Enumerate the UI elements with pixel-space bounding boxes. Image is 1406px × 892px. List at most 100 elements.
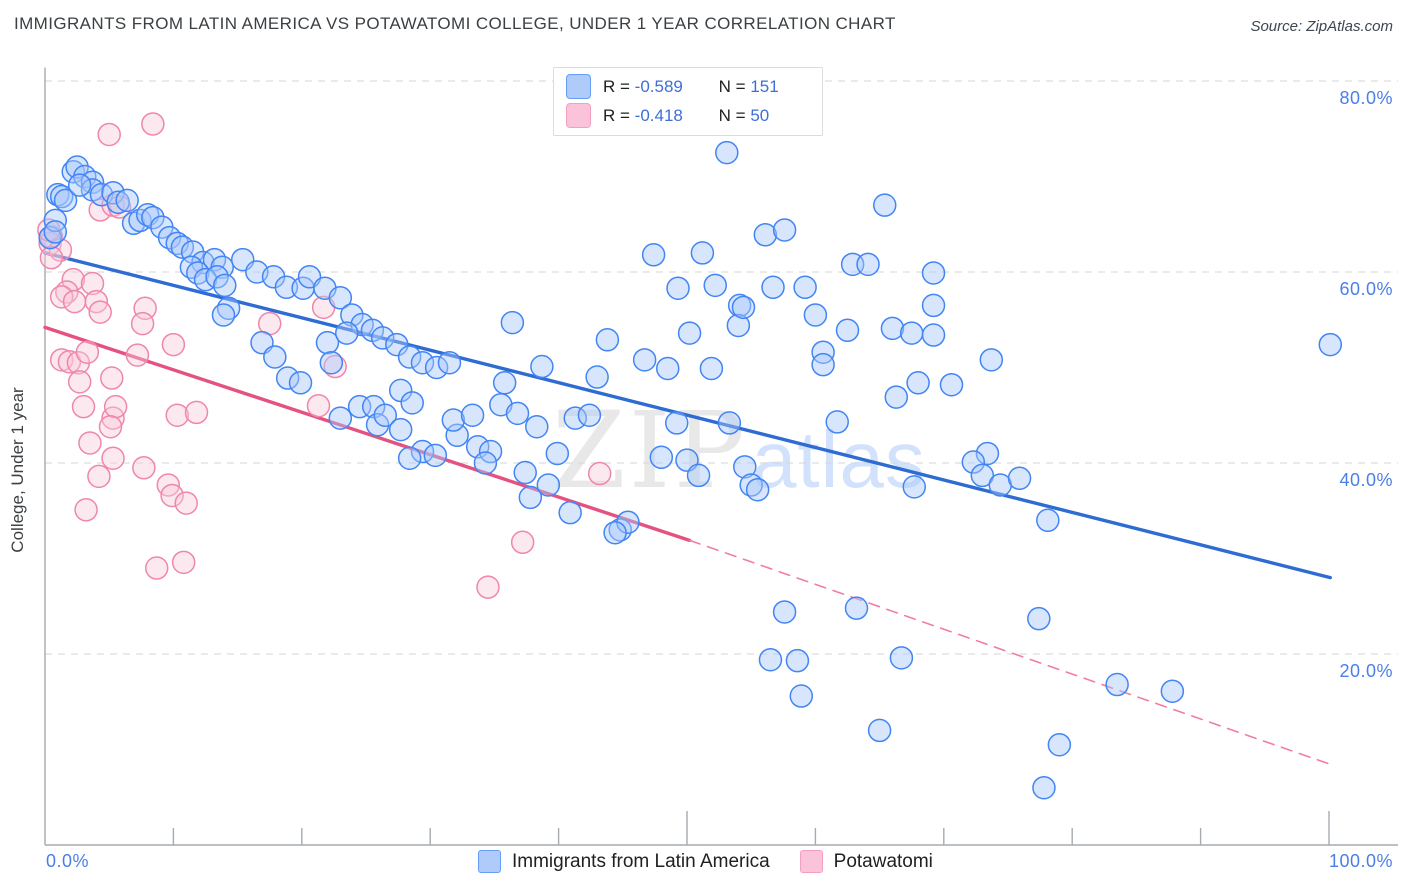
scatter-point-latin-america xyxy=(889,646,914,670)
scatter-point-latin-america xyxy=(424,355,449,380)
blue-legend-swatch xyxy=(478,850,501,873)
legend-item-potawatomi[interactable]: Potawatomi xyxy=(799,850,933,873)
scatter-point-potawatomi xyxy=(88,300,112,324)
legend-row-potawatomi[interactable]: R = -0.418 N = 50 xyxy=(566,103,810,128)
scatter-point-potawatomi xyxy=(74,498,98,522)
scatter-point-potawatomi xyxy=(49,285,74,309)
scatter-point-latin-america xyxy=(649,445,674,470)
scatter-point-potawatomi xyxy=(125,343,150,367)
scatter-point-potawatomi xyxy=(87,464,111,489)
scatter-point-potawatomi xyxy=(62,289,87,314)
scatter-point-latin-america xyxy=(902,475,927,499)
scatter-point-latin-america xyxy=(921,261,946,285)
scatter-point-potawatomi xyxy=(323,354,347,379)
scatter-point-latin-america xyxy=(835,318,860,343)
scatter-point-latin-america xyxy=(211,303,236,327)
scatter-point-latin-america xyxy=(899,321,924,345)
scatter-point-latin-america xyxy=(370,326,395,350)
pink-series-swatch xyxy=(566,103,591,128)
scatter-point-latin-america xyxy=(361,394,386,419)
scatter-point-latin-america xyxy=(699,356,724,381)
scatter-point-potawatomi xyxy=(165,403,190,427)
scatter-point-latin-america xyxy=(365,413,390,437)
scatter-point-potawatomi xyxy=(587,461,612,486)
scatter-point-latin-america xyxy=(505,401,530,426)
pink-trendline-dashed xyxy=(688,539,1333,766)
scatter-point-latin-america xyxy=(979,348,1004,372)
scatter-point-latin-america xyxy=(939,372,964,397)
scatter-point-latin-america xyxy=(410,350,435,375)
scatter-point-latin-america xyxy=(872,193,897,217)
scatter-point-latin-america xyxy=(677,321,702,345)
correlation-legend-box: R = -0.589 N = 151 R = -0.418 N = 50 xyxy=(553,67,823,136)
scatter-point-latin-america xyxy=(263,345,287,369)
scatter-point-latin-america xyxy=(423,443,448,468)
scatter-point-latin-america xyxy=(758,647,783,672)
scatter-point-latin-america xyxy=(53,188,78,213)
scatter-point-potawatomi xyxy=(98,414,123,439)
scatter-point-latin-america xyxy=(1036,508,1060,533)
scatter-point-latin-america xyxy=(825,410,849,434)
scatter-point-latin-america xyxy=(545,441,570,466)
scatter-point-potawatomi xyxy=(510,530,535,555)
scatter-point-latin-america xyxy=(726,313,751,338)
scatter-point-latin-america xyxy=(518,485,543,510)
scatter-point-potawatomi xyxy=(39,245,64,270)
scatter-point-latin-america xyxy=(115,188,139,213)
scatter-point-latin-america xyxy=(1160,679,1185,703)
scatter-point-latin-america xyxy=(563,406,588,430)
legend-label-latin-america: Immigrants from Latin America xyxy=(512,850,770,872)
scatter-point-latin-america xyxy=(793,275,817,300)
scatter-point-potawatomi xyxy=(71,394,96,419)
blue-series-swatch xyxy=(566,74,591,99)
scatter-point-latin-america xyxy=(733,455,757,479)
scatter-point-latin-america xyxy=(585,365,609,389)
scatter-point-latin-america xyxy=(1032,775,1056,800)
scatter-point-latin-america xyxy=(880,316,905,341)
page-title: IMMIGRANTS FROM LATIN AMERICA VS POTAWAT… xyxy=(14,14,896,33)
pink-trendline-solid xyxy=(43,325,692,543)
scatter-point-potawatomi xyxy=(75,340,100,364)
scatter-point-latin-america xyxy=(334,321,359,345)
scatter-point-potawatomi xyxy=(97,122,121,147)
legend-label-potawatomi: Potawatomi xyxy=(833,850,933,872)
scatter-point-latin-america xyxy=(803,303,828,327)
scatter-point-latin-america xyxy=(315,330,340,355)
r-value-potawatomi: -0.418 xyxy=(634,105,683,125)
n-value-latin-america: 151 xyxy=(750,76,779,96)
scatter-point-latin-america xyxy=(106,190,130,215)
scatter-point-latin-america xyxy=(319,350,344,375)
r-value-latin-america: -0.589 xyxy=(634,76,683,96)
x-axis-max-label: 100.0% xyxy=(1328,851,1393,871)
scatter-point-latin-america xyxy=(686,463,711,488)
legend-item-latin-america[interactable]: Immigrants from Latin America xyxy=(478,850,770,873)
scatter-point-latin-america xyxy=(906,371,930,395)
n-label: N = xyxy=(718,105,751,125)
scatter-point-potawatomi xyxy=(171,550,196,575)
scatter-point-latin-america xyxy=(961,450,986,474)
scatter-point-latin-america xyxy=(141,205,165,230)
scatter-point-potawatomi xyxy=(161,332,186,357)
scatter-point-latin-america xyxy=(328,406,353,430)
scatter-point-latin-america xyxy=(49,184,74,209)
scatter-point-latin-america xyxy=(577,403,602,427)
scatter-point-latin-america xyxy=(513,460,537,485)
scatter-point-potawatomi xyxy=(130,311,155,336)
scatter-point-latin-america xyxy=(603,520,627,545)
scatter-point-latin-america xyxy=(558,500,582,525)
scatter-point-potawatomi xyxy=(144,556,169,580)
scatter-point-latin-america xyxy=(921,323,946,347)
scatter-point-latin-america xyxy=(492,371,517,395)
x-axis-min-label: 0.0% xyxy=(46,851,90,871)
scatter-point-latin-america xyxy=(884,385,909,409)
blue-trendline-solid xyxy=(43,251,1332,580)
scatter-point-latin-america xyxy=(761,275,785,300)
scatter-point-latin-america xyxy=(67,173,92,197)
legend-row-latin-america[interactable]: R = -0.589 N = 151 xyxy=(566,74,810,99)
scatter-point-potawatomi xyxy=(133,296,157,321)
scatter-point-latin-america xyxy=(632,348,657,372)
n-value-potawatomi: 50 xyxy=(750,105,770,125)
scatter-point-latin-america xyxy=(536,473,561,497)
scatter-point-latin-america xyxy=(844,596,869,620)
scatter-point-latin-america xyxy=(437,350,462,375)
